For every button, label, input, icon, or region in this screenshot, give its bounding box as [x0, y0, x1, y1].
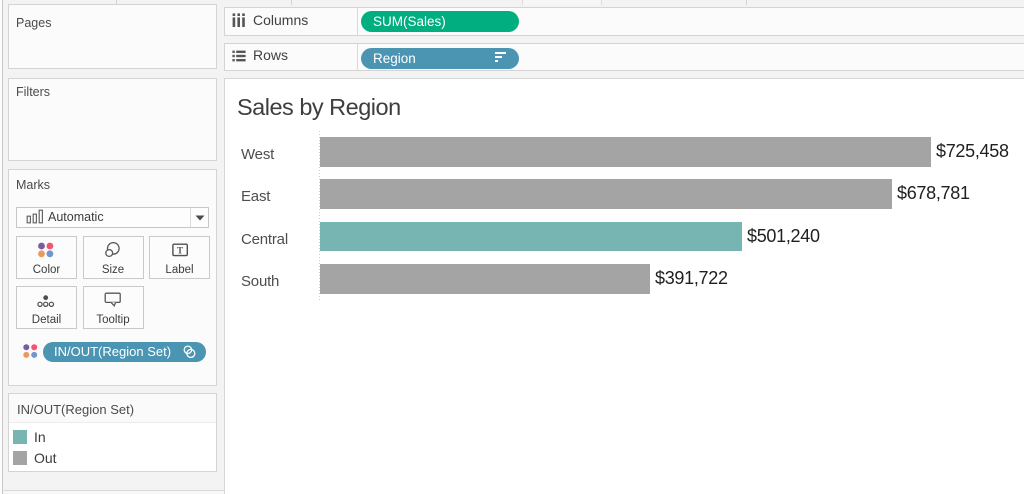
svg-text:T: T [176, 247, 183, 257]
